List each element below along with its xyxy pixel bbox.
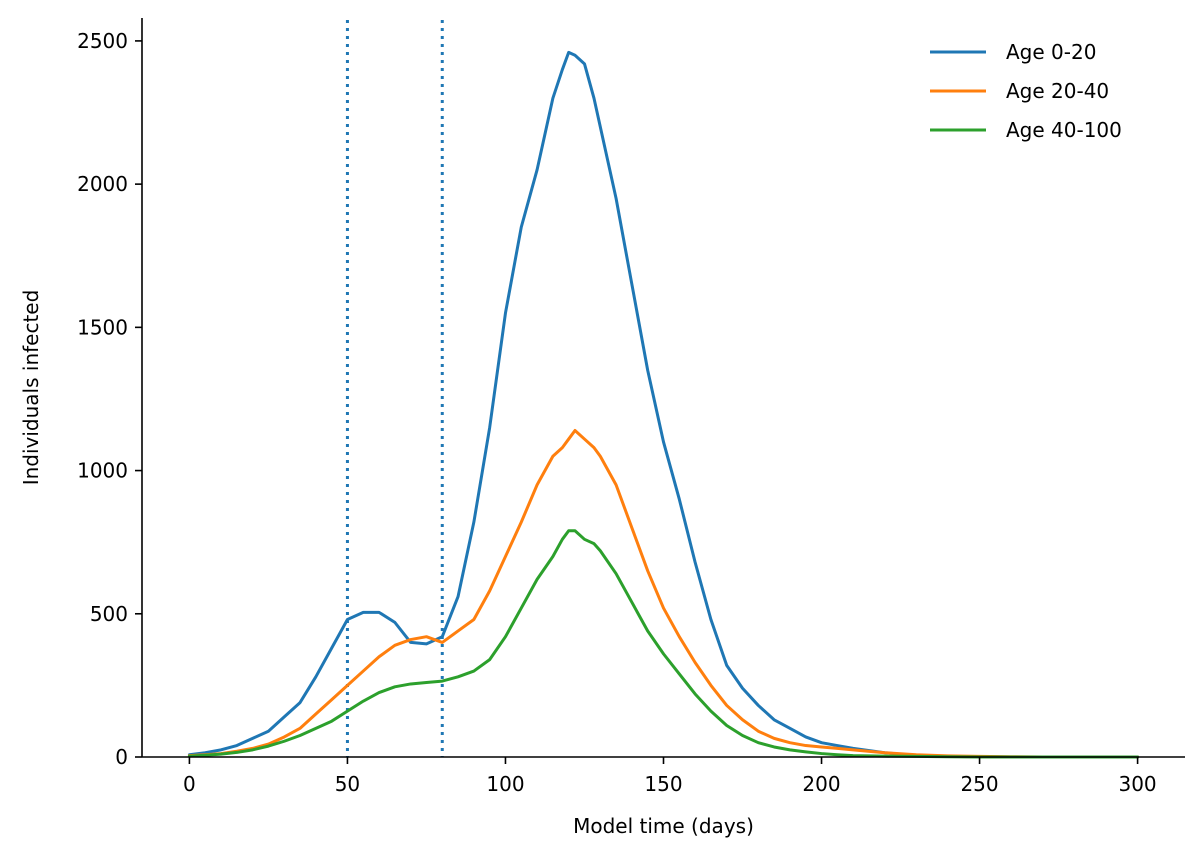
reference-lines <box>345 20 444 757</box>
y-axis-ticks: 0 500 1000 1500 2000 2500 <box>77 29 142 769</box>
x-tick-label: 0 <box>183 772 196 796</box>
series-line-2 <box>187 428 1140 759</box>
series-line-3 <box>187 529 1140 759</box>
y-tick-label: 2000 <box>77 172 128 196</box>
x-tick-label: 150 <box>644 772 682 796</box>
x-axis-ticks: 0 50 100 150 200 250 300 <box>183 757 1157 796</box>
y-tick-label: 0 <box>115 745 128 769</box>
y-tick-label: 500 <box>90 602 128 626</box>
x-tick-label: 50 <box>335 772 360 796</box>
x-tick-label: 100 <box>486 772 524 796</box>
y-tick-label: 1500 <box>77 315 128 339</box>
y-tick-label: 1000 <box>77 459 128 483</box>
legend-label: Age 20-40 <box>1006 79 1109 103</box>
y-tick-label: 2500 <box>77 29 128 53</box>
legend-label: Age 40-100 <box>1006 118 1122 142</box>
legend: Age 0-20 Age 20-40 Age 40-100 <box>930 40 1122 142</box>
x-tick-label: 300 <box>1118 772 1156 796</box>
legend-label: Age 0-20 <box>1006 40 1096 64</box>
y-axis-title: Individuals infected <box>19 290 43 486</box>
series-lines <box>187 50 1140 759</box>
x-tick-label: 200 <box>802 772 840 796</box>
x-tick-label: 250 <box>960 772 998 796</box>
x-axis-title: Model time (days) <box>573 814 754 838</box>
